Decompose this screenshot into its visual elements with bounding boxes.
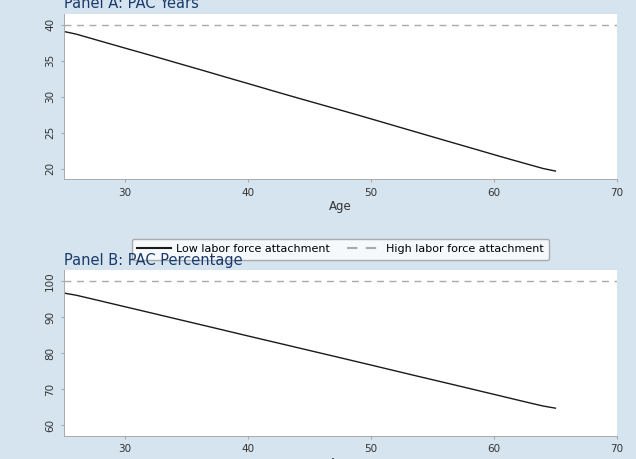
Low labor force attachment — [404, 127, 411, 132]
Low labor force attachment — [478, 389, 485, 394]
Low labor force attachment — [380, 365, 387, 371]
Low labor force attachment — [232, 330, 240, 336]
Low labor force attachment — [318, 102, 326, 107]
Low labor force attachment — [256, 84, 264, 90]
Text: Panel B: PAC Percentage: Panel B: PAC Percentage — [64, 253, 242, 268]
Line: Low labor force attachment: Low labor force attachment — [64, 31, 555, 171]
Low labor force attachment — [527, 162, 535, 168]
Low labor force attachment — [85, 35, 92, 40]
Low labor force attachment — [72, 292, 80, 298]
Low labor force attachment — [380, 120, 387, 125]
Low labor force attachment — [306, 99, 314, 104]
Low labor force attachment — [330, 106, 338, 111]
Low labor force attachment — [232, 77, 240, 83]
Low labor force attachment — [219, 74, 227, 79]
Low labor force attachment — [355, 112, 363, 118]
Low labor force attachment — [158, 313, 166, 318]
Low labor force attachment — [60, 290, 67, 296]
Low labor force attachment — [72, 31, 80, 37]
Low labor force attachment — [109, 301, 116, 307]
Low labor force attachment — [134, 307, 141, 313]
Low labor force attachment — [97, 39, 104, 44]
Low labor force attachment — [367, 116, 375, 122]
Low labor force attachment — [515, 159, 522, 164]
Low labor force attachment — [343, 109, 350, 115]
Low labor force attachment — [392, 368, 399, 374]
Low labor force attachment — [121, 304, 129, 309]
Low labor force attachment — [85, 295, 92, 301]
Low labor force attachment — [551, 405, 559, 411]
Low labor force attachment — [207, 70, 215, 76]
Low labor force attachment — [195, 67, 203, 72]
Low labor force attachment — [281, 342, 289, 347]
Low labor force attachment — [183, 63, 190, 68]
Low labor force attachment — [146, 310, 153, 315]
Legend: Low labor force attachment, High labor force attachment: Low labor force attachment, High labor f… — [132, 239, 549, 260]
Low labor force attachment — [367, 362, 375, 368]
Low labor force attachment — [539, 166, 547, 171]
Low labor force attachment — [466, 386, 473, 391]
Low labor force attachment — [417, 374, 424, 380]
Low labor force attachment — [207, 325, 215, 330]
Low labor force attachment — [170, 316, 178, 321]
Low labor force attachment — [429, 377, 436, 382]
Low labor force attachment — [60, 28, 67, 34]
Low labor force attachment — [502, 156, 510, 161]
Low labor force attachment — [293, 95, 301, 101]
Low labor force attachment — [404, 371, 411, 377]
Low labor force attachment — [293, 345, 301, 350]
Low labor force attachment — [429, 134, 436, 140]
Low labor force attachment — [478, 148, 485, 154]
Low labor force attachment — [195, 321, 203, 327]
Low labor force attachment — [490, 392, 498, 397]
Low labor force attachment — [109, 42, 116, 47]
Low labor force attachment — [355, 359, 363, 365]
Low labor force attachment — [134, 49, 141, 54]
Line: Low labor force attachment: Low labor force attachment — [64, 293, 555, 408]
Low labor force attachment — [318, 351, 326, 356]
Low labor force attachment — [490, 152, 498, 157]
Low labor force attachment — [502, 395, 510, 400]
Low labor force attachment — [219, 327, 227, 333]
Low labor force attachment — [121, 45, 129, 51]
Low labor force attachment — [146, 52, 153, 58]
Low labor force attachment — [281, 91, 289, 97]
Low labor force attachment — [343, 357, 350, 362]
X-axis label: Age: Age — [329, 201, 352, 213]
Low labor force attachment — [256, 336, 264, 341]
Low labor force attachment — [539, 403, 547, 409]
Low labor force attachment — [453, 383, 461, 388]
Low labor force attachment — [269, 88, 277, 94]
Low labor force attachment — [551, 168, 559, 174]
Low labor force attachment — [306, 348, 314, 353]
Low labor force attachment — [392, 123, 399, 129]
Low labor force attachment — [97, 298, 104, 304]
Low labor force attachment — [466, 145, 473, 150]
Low labor force attachment — [158, 56, 166, 62]
Low labor force attachment — [441, 138, 448, 143]
Low labor force attachment — [515, 397, 522, 403]
Low labor force attachment — [441, 380, 448, 386]
Low labor force attachment — [527, 400, 535, 406]
Low labor force attachment — [330, 353, 338, 359]
Low labor force attachment — [269, 339, 277, 345]
Low labor force attachment — [183, 319, 190, 324]
Low labor force attachment — [170, 59, 178, 65]
Low labor force attachment — [244, 333, 252, 339]
Text: Panel A: PAC Years: Panel A: PAC Years — [64, 0, 198, 11]
Low labor force attachment — [244, 81, 252, 86]
Low labor force attachment — [453, 141, 461, 147]
Low labor force attachment — [417, 130, 424, 136]
X-axis label: Age: Age — [329, 457, 352, 459]
